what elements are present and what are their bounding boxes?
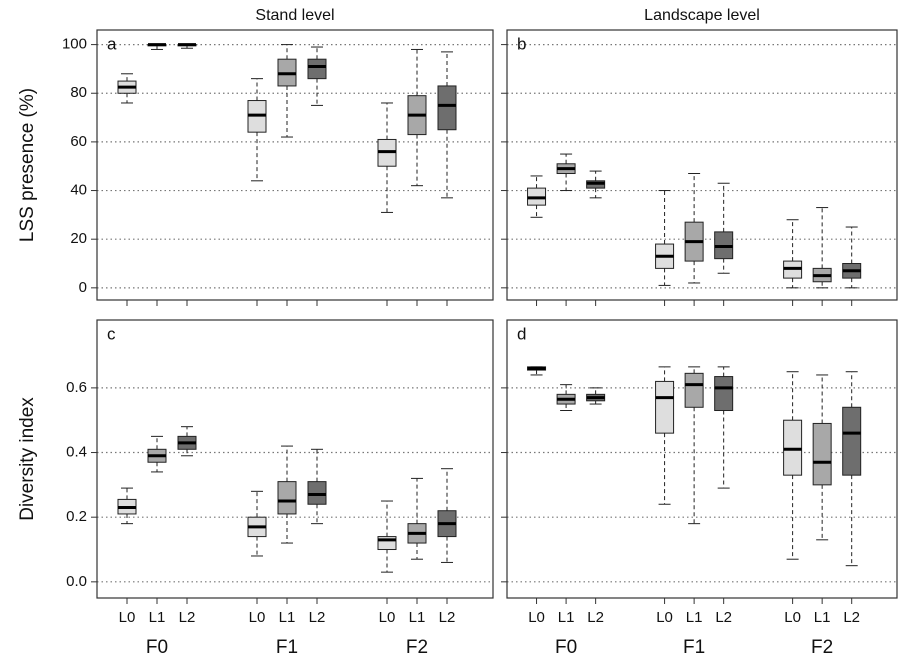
x-tick-label: L1 xyxy=(409,609,426,626)
x-tick-label: L0 xyxy=(379,609,396,626)
group-label: F1 xyxy=(276,637,298,658)
box xyxy=(437,85,457,131)
y-tick-label: 80 xyxy=(70,84,87,101)
box xyxy=(277,481,297,515)
box xyxy=(842,406,862,476)
x-tick-label: L0 xyxy=(656,609,673,626)
box xyxy=(812,422,832,486)
group-label: F2 xyxy=(406,637,428,658)
x-tick-label: L1 xyxy=(686,609,703,626)
y-tick-label: 20 xyxy=(70,230,87,247)
x-tick-label: L0 xyxy=(784,609,801,626)
panel-frame xyxy=(506,29,898,301)
y-tick-label: 100 xyxy=(62,36,87,53)
x-tick-label: L2 xyxy=(715,609,732,626)
y-tick-label: 0.4 xyxy=(66,444,87,461)
panel-frame xyxy=(96,29,494,301)
panel-title: Stand level xyxy=(255,7,334,24)
x-tick-label: L1 xyxy=(149,609,166,626)
panel-label: d xyxy=(517,324,526,343)
panel-label: b xyxy=(517,34,526,53)
y-tick-label: 0.2 xyxy=(66,508,87,525)
x-tick-label: L2 xyxy=(587,609,604,626)
x-tick-label: L2 xyxy=(309,609,326,626)
box xyxy=(684,372,704,408)
x-tick-label: L2 xyxy=(439,609,456,626)
x-tick-label: L0 xyxy=(249,609,266,626)
box xyxy=(307,58,327,80)
box xyxy=(714,376,734,412)
y-tick-label: 0 xyxy=(79,279,87,296)
panel-label: c xyxy=(107,324,116,343)
group-label: F0 xyxy=(146,637,168,658)
x-tick-label: L0 xyxy=(119,609,136,626)
x-tick-label: L1 xyxy=(814,609,831,626)
panel-label: a xyxy=(107,34,117,53)
y-tick-label: 40 xyxy=(70,182,87,199)
panel-frame xyxy=(506,319,898,599)
box xyxy=(307,481,327,505)
box xyxy=(655,380,675,434)
panel-title: Landscape level xyxy=(644,7,760,24)
group-label: F2 xyxy=(811,637,833,658)
x-tick-label: L2 xyxy=(843,609,860,626)
group-label: F1 xyxy=(683,637,705,658)
x-tick-label: L1 xyxy=(279,609,296,626)
x-tick-label: L2 xyxy=(179,609,196,626)
box xyxy=(783,419,803,476)
panel-frame xyxy=(96,319,494,599)
group-label: F0 xyxy=(555,637,577,658)
y-axis-label: LSS presence (%) xyxy=(17,88,38,242)
y-axis-label: Diversity index xyxy=(17,397,38,521)
x-tick-label: L1 xyxy=(558,609,575,626)
y-tick-label: 0.6 xyxy=(66,379,87,396)
y-tick-label: 0.0 xyxy=(66,573,87,590)
x-tick-label: L0 xyxy=(528,609,545,626)
y-tick-label: 60 xyxy=(70,133,87,150)
